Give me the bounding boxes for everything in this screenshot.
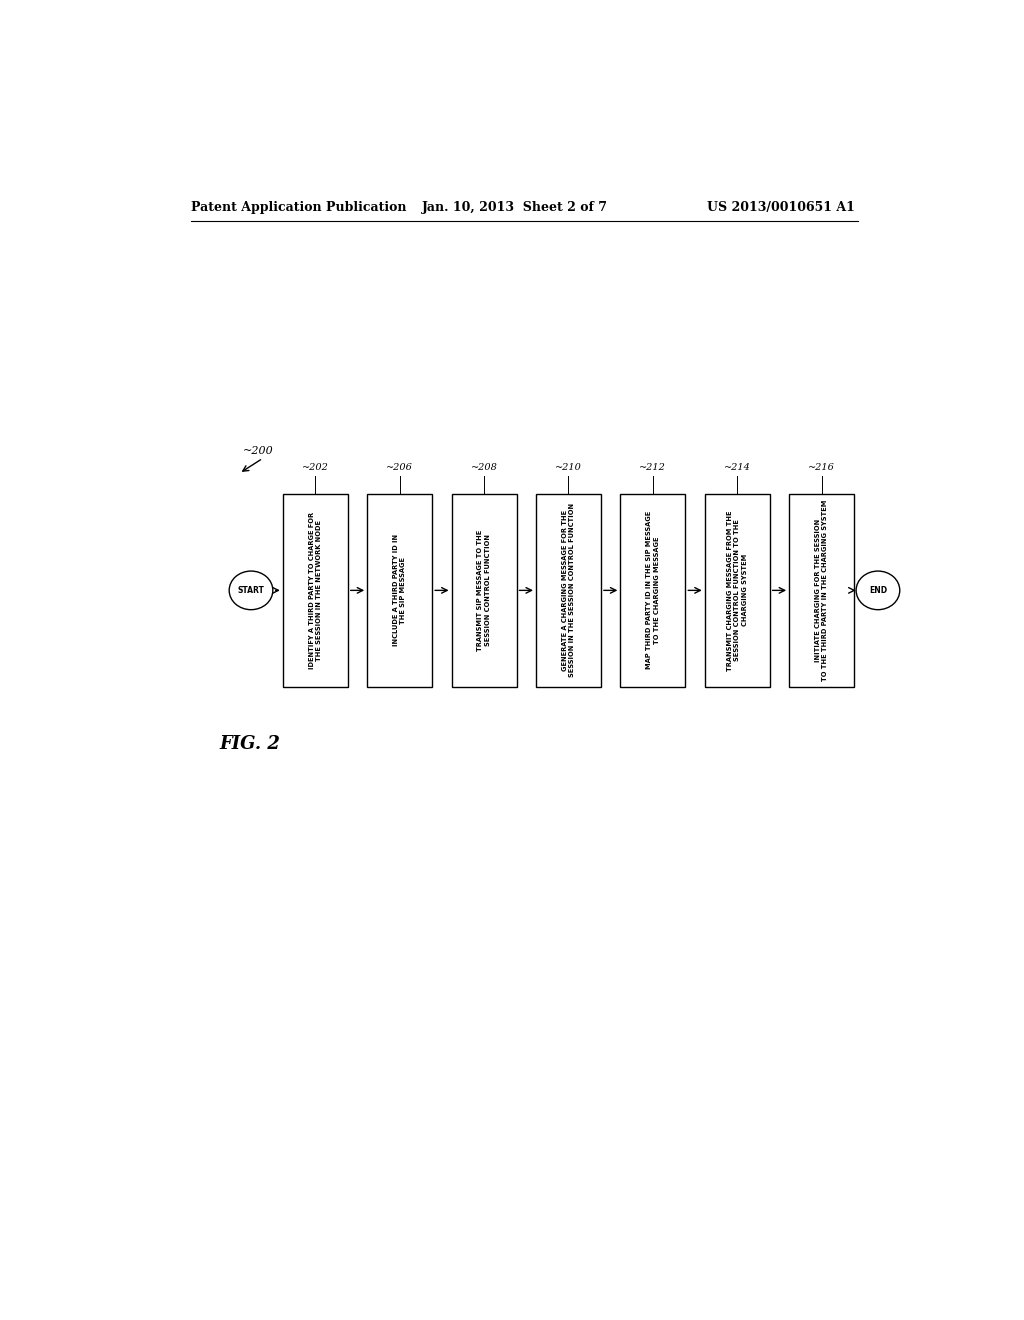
Text: Jan. 10, 2013  Sheet 2 of 7: Jan. 10, 2013 Sheet 2 of 7	[422, 201, 607, 214]
FancyBboxPatch shape	[790, 494, 854, 686]
Text: ~212: ~212	[639, 463, 667, 473]
Text: END: END	[869, 586, 887, 595]
Text: GENERATE A CHARGING MESSAGE FOR THE
SESSION IN THE SESSION CONTROL FUNCTION: GENERATE A CHARGING MESSAGE FOR THE SESS…	[562, 503, 575, 677]
Text: INITIATE CHARGING FOR THE SESSION
TO THE THIRD PARTY IN THE CHARGING SYSTEM: INITIATE CHARGING FOR THE SESSION TO THE…	[815, 500, 828, 681]
FancyBboxPatch shape	[536, 494, 601, 686]
Text: US 2013/0010651 A1: US 2013/0010651 A1	[708, 201, 855, 214]
Text: START: START	[238, 586, 264, 595]
Text: ~216: ~216	[808, 463, 835, 473]
FancyBboxPatch shape	[283, 494, 348, 686]
FancyBboxPatch shape	[705, 494, 770, 686]
Text: ~202: ~202	[302, 463, 329, 473]
Text: ~214: ~214	[724, 463, 751, 473]
Text: ~208: ~208	[471, 463, 498, 473]
Text: Patent Application Publication: Patent Application Publication	[191, 201, 407, 214]
FancyBboxPatch shape	[452, 494, 516, 686]
FancyBboxPatch shape	[368, 494, 432, 686]
Text: ~200: ~200	[243, 446, 273, 457]
Text: ~206: ~206	[386, 463, 413, 473]
Text: MAP THIRD PARTY ID IN THE SIP MESSAGE
TO THE CHARGING MESSAGE: MAP THIRD PARTY ID IN THE SIP MESSAGE TO…	[646, 511, 659, 669]
Text: ~210: ~210	[555, 463, 582, 473]
Ellipse shape	[229, 572, 272, 610]
Ellipse shape	[856, 572, 900, 610]
Text: IDENTIFY A THIRD PARTY TO CHARGE FOR
THE SESSION IN THE NETWORK NODE: IDENTIFY A THIRD PARTY TO CHARGE FOR THE…	[308, 512, 322, 669]
Text: TRANSMIT SIP MESSAGE TO THE
SESSION CONTROL FUNCTION: TRANSMIT SIP MESSAGE TO THE SESSION CONT…	[477, 529, 490, 651]
Text: INCLUDE A THIRD PARTY ID IN
THE SIP MESSAGE: INCLUDE A THIRD PARTY ID IN THE SIP MESS…	[393, 535, 407, 647]
Text: TRANSMIT CHARGING MESSAGE FROM THE
SESSION CONTROL FUNCTION TO THE
CHARGING SYST: TRANSMIT CHARGING MESSAGE FROM THE SESSI…	[727, 510, 748, 671]
FancyBboxPatch shape	[621, 494, 685, 686]
Text: FIG. 2: FIG. 2	[219, 735, 281, 752]
